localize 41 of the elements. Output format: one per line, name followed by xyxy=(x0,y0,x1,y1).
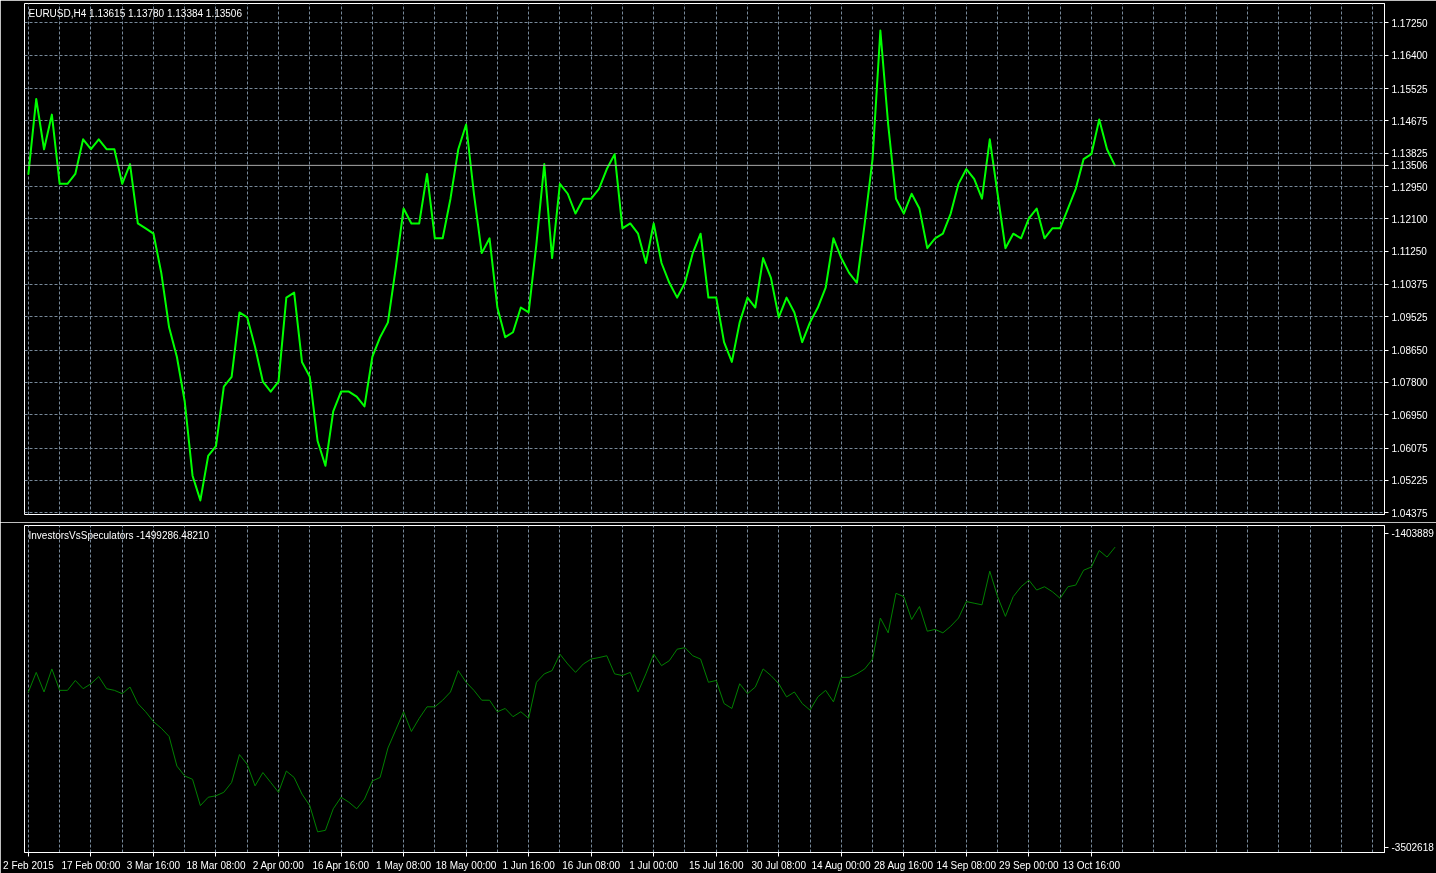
line-series xyxy=(27,546,1116,833)
x-tick-label: 16 Apr 16:00 xyxy=(312,859,370,871)
ref-line-label: 1.13506 xyxy=(1391,160,1429,172)
x-tick-label: 17 Feb 00:00 xyxy=(61,859,121,871)
x-tick-label: 18 Mar 08:00 xyxy=(186,859,246,871)
y-tick-label: 1.14675 xyxy=(1391,115,1429,127)
y-tick-label: 1.16400 xyxy=(1391,50,1429,62)
y-tick-label: 1.11250 xyxy=(1391,246,1428,258)
y-tick-label: 1.09525 xyxy=(1391,311,1429,323)
x-tick-label: 13 Oct 16:00 xyxy=(1062,859,1121,871)
y-tick-label: 1.12100 xyxy=(1391,213,1429,225)
x-tick-label: 2 Feb 2015 xyxy=(3,859,55,871)
x-tick-label: 14 Aug 00:00 xyxy=(811,859,871,871)
y-tick-label: 1.13825 xyxy=(1391,148,1429,160)
x-tick-label: 14 Sep 08:00 xyxy=(936,859,997,871)
x-tick-label: 15 Jul 16:00 xyxy=(688,859,744,871)
y-tick-label: -3502618 xyxy=(1391,842,1435,854)
y-tick-label: 1.04375 xyxy=(1391,507,1429,519)
y-tick-label: 1.08650 xyxy=(1391,345,1429,357)
chart-title: InvestorsVsSpeculators -1499286.48210 xyxy=(28,529,210,541)
x-tick-label: 16 Jun 08:00 xyxy=(562,859,621,871)
y-tick-label: 1.06075 xyxy=(1391,443,1429,455)
x-tick-label: 30 Jul 08:00 xyxy=(751,859,807,871)
x-tick-label: 3 Mar 16:00 xyxy=(126,859,181,871)
y-tick-label: 1.17250 xyxy=(1391,17,1429,29)
y-tick-label: 1.10375 xyxy=(1391,279,1429,291)
y-tick-label: 1.15525 xyxy=(1391,83,1429,95)
chart-title: EURUSD,H4 1.13615 1.13780 1.13384 1.13506 xyxy=(28,7,243,19)
y-tick-label: 1.06950 xyxy=(1391,409,1429,421)
y-tick-label: 1.12950 xyxy=(1391,181,1429,193)
x-tick-label: 18 May 00:00 xyxy=(435,859,497,871)
x-tick-label: 1 Jul 00:00 xyxy=(629,859,679,871)
y-tick-label: 1.07800 xyxy=(1391,377,1429,389)
x-tick-label: 1 May 08:00 xyxy=(376,859,432,871)
y-tick-label: -1403889 xyxy=(1391,528,1435,540)
x-tick-label: 2 Apr 00:00 xyxy=(252,859,305,871)
x-tick-label: 1 Jun 16:00 xyxy=(502,859,556,871)
x-tick-label: 28 Aug 16:00 xyxy=(874,859,934,871)
x-tick-label: 29 Sep 00:00 xyxy=(999,859,1060,871)
line-series xyxy=(27,29,1116,502)
y-tick-label: 1.05225 xyxy=(1391,475,1429,487)
